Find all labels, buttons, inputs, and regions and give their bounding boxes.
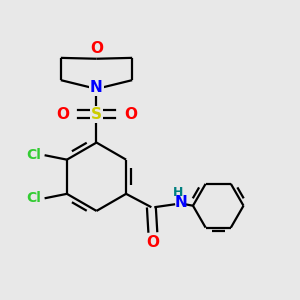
Text: N: N	[175, 195, 188, 210]
Text: Cl: Cl	[26, 148, 41, 162]
Text: O: O	[146, 236, 159, 250]
Text: O: O	[90, 41, 103, 56]
Text: O: O	[56, 107, 69, 122]
Text: Cl: Cl	[26, 191, 41, 205]
Text: S: S	[91, 107, 102, 122]
Text: H: H	[173, 186, 183, 200]
Text: O: O	[124, 107, 137, 122]
Text: N: N	[90, 80, 103, 95]
